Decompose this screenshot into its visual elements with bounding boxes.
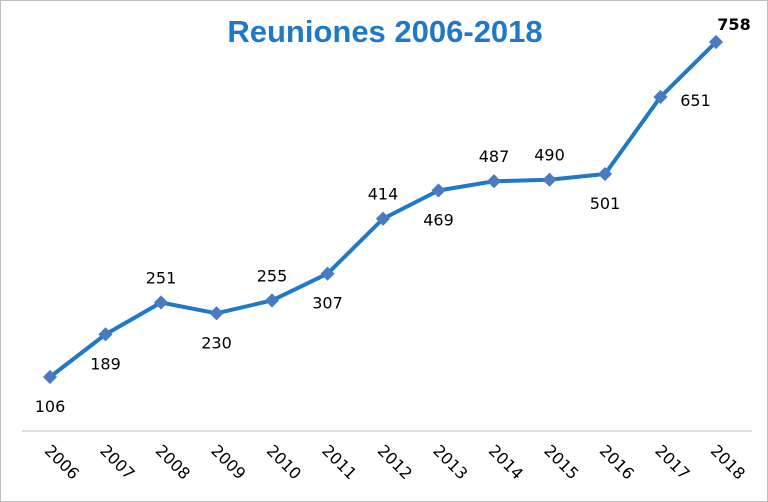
x-tick-2009: 2009 xyxy=(207,441,249,483)
data-label-2010: 255 xyxy=(257,266,288,285)
marker-2017 xyxy=(653,89,668,105)
data-label-2015: 490 xyxy=(534,146,565,165)
x-tick-2014: 2014 xyxy=(485,441,527,483)
marker-2011 xyxy=(320,266,335,281)
marker-2015 xyxy=(542,172,557,187)
markers-group xyxy=(42,34,724,385)
x-tick-2010: 2010 xyxy=(263,441,305,483)
marker-2014 xyxy=(486,174,502,189)
marker-2008 xyxy=(153,295,169,310)
x-tick-2015: 2015 xyxy=(540,441,582,483)
data-labels-group: 106 189 251 230 255 307 414 469 487 490 501 651 758 xyxy=(35,15,751,416)
data-label-2007: 189 xyxy=(90,354,121,373)
marker-2010 xyxy=(264,293,280,308)
data-label-2017: 651 xyxy=(680,91,711,110)
data-label-2013: 469 xyxy=(423,210,454,229)
marker-2012 xyxy=(375,211,391,226)
marker-2016 xyxy=(597,166,613,182)
x-tick-2018: 2018 xyxy=(707,441,749,483)
data-label-2014: 487 xyxy=(479,147,510,166)
data-label-2011: 307 xyxy=(312,294,343,313)
x-tick-2016: 2016 xyxy=(596,441,638,483)
x-tick-2017: 2017 xyxy=(651,441,693,483)
x-tick-2008: 2008 xyxy=(152,441,194,483)
chart-title: Reuniones 2006-2018 xyxy=(227,14,543,49)
x-tick-2007: 2007 xyxy=(96,441,138,483)
marker-2018 xyxy=(708,34,724,50)
marker-2007 xyxy=(98,327,113,342)
marker-2009 xyxy=(209,306,224,321)
data-label-2009: 230 xyxy=(201,333,232,352)
data-label-2016: 501 xyxy=(590,194,621,213)
marker-2006 xyxy=(42,369,58,385)
x-tick-2006: 2006 xyxy=(41,441,83,483)
x-tick-labels-group: 2006 2007 2008 2009 2010 2011 2012 2013 2014 2015… xyxy=(41,441,749,483)
data-label-2008: 251 xyxy=(146,268,177,287)
x-tick-2012: 2012 xyxy=(374,441,416,483)
data-label-2012: 414 xyxy=(368,185,399,204)
x-tick-2013: 2013 xyxy=(429,441,471,483)
data-label-2006: 106 xyxy=(35,397,66,416)
x-tick-2011: 2011 xyxy=(318,441,360,483)
marker-2013 xyxy=(431,183,446,198)
data-label-2018: 758 xyxy=(717,15,750,34)
